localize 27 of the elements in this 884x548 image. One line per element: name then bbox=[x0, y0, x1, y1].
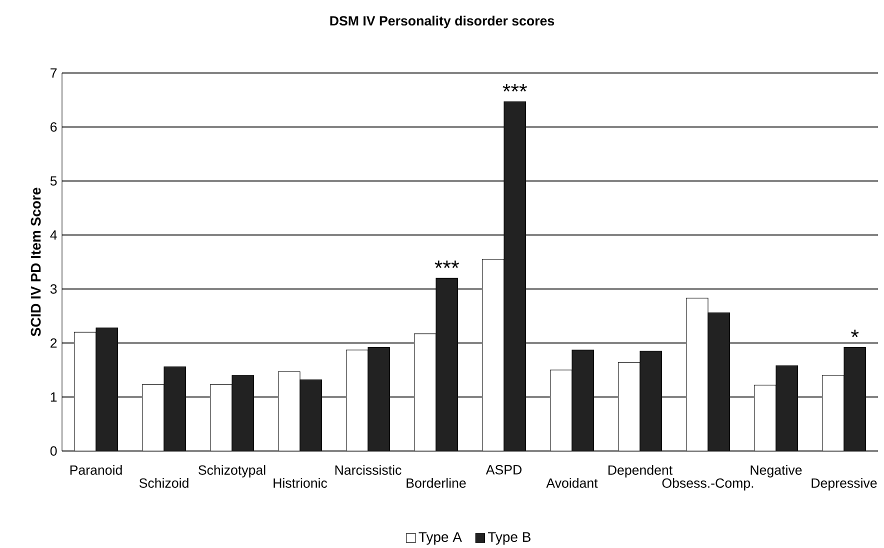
y-tick-label: 4 bbox=[50, 230, 57, 240]
legend-label: Type A bbox=[418, 532, 462, 545]
x-tick-label: ASPD bbox=[486, 465, 522, 474]
x-tick-label: Negative bbox=[750, 465, 802, 478]
y-tick-label: 2 bbox=[50, 338, 57, 348]
y-tick-label: 0 bbox=[50, 446, 57, 456]
y-axis-title: SCID IV PD Item Score bbox=[30, 188, 41, 336]
x-tick-label: Schizotypal bbox=[198, 465, 266, 478]
annotation: *** bbox=[434, 260, 459, 268]
annotation: *** bbox=[502, 84, 527, 92]
x-tick-label: Dependent bbox=[608, 465, 673, 478]
x-tick-label: Avoidant bbox=[546, 478, 598, 488]
y-tick-label: 5 bbox=[50, 176, 57, 186]
chart-title: DSM IV Personality disorder scores bbox=[330, 16, 554, 28]
x-tick-label: Histrionic bbox=[274, 478, 328, 488]
y-tick-label: 3 bbox=[50, 284, 57, 294]
x-tick-label: Borderline bbox=[406, 478, 466, 488]
x-tick-label: Depressive bbox=[812, 478, 877, 490]
y-tick-label: 6 bbox=[50, 122, 57, 132]
x-tick-label: Narcissistic bbox=[335, 465, 402, 475]
x-tick-label: Schizoid bbox=[139, 478, 188, 488]
y-tick-label: 7 bbox=[50, 68, 57, 78]
annotation: * bbox=[851, 330, 859, 338]
x-tick-label: Paranoid bbox=[70, 465, 122, 475]
x-tick-label: Obsess.-Comp. bbox=[662, 478, 754, 490]
y-tick-label: 1 bbox=[50, 392, 57, 402]
legend-label: Type B bbox=[488, 532, 530, 545]
